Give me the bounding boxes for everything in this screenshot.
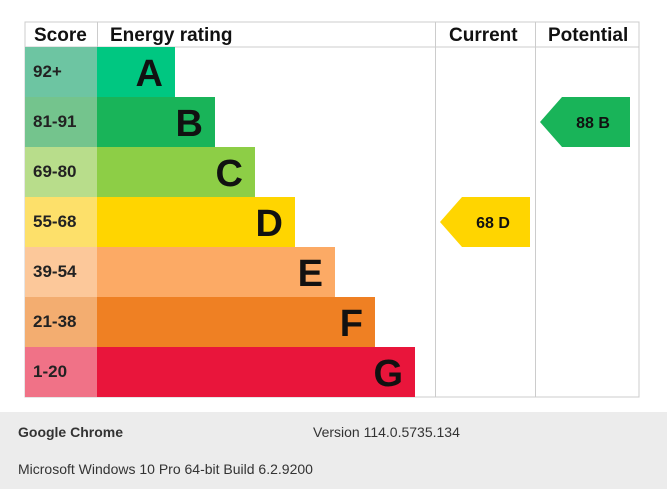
potential-rating-label: 88 B <box>576 115 610 132</box>
browser-info-footer: Google Chrome Version 114.0.5735.134 Mic… <box>0 412 667 489</box>
os-info: Microsoft Windows 10 Pro 64-bit Build 6.… <box>18 461 313 477</box>
band-letter-b: B <box>176 103 203 145</box>
score-cell-d <box>25 197 97 247</box>
band-bar-a <box>97 47 175 97</box>
band-letter-d: D <box>256 203 283 245</box>
score-range-d: 55-68 <box>33 212 76 231</box>
band-letter-f: F <box>340 303 363 345</box>
epc-chart: Score Energy rating Current Potential 92… <box>24 21 640 398</box>
band-rows: 92+ A 81-91 B 69-80 C 55-68 D 39-54 E 21-38 F 1-20 G <box>25 47 415 397</box>
header-row <box>24 21 640 48</box>
header-potential: Potential <box>548 25 628 46</box>
current-marker <box>440 197 530 247</box>
band-bar-c <box>97 147 255 197</box>
score-range-g: 1-20 <box>33 362 67 381</box>
potential-marker <box>540 97 630 147</box>
score-range-a: 92+ <box>33 62 62 81</box>
browser-version: Version 114.0.5735.134 <box>313 424 460 440</box>
header-score: Score <box>34 25 87 46</box>
band-bar-g <box>97 347 415 397</box>
browser-name: Google Chrome <box>18 424 124 440</box>
score-cell-a <box>25 47 97 97</box>
band-letter-c: C <box>216 153 243 195</box>
score-range-f: 21-38 <box>33 312 76 331</box>
band-letter-a: A <box>136 53 163 95</box>
score-cell-f <box>25 297 97 347</box>
current-rating-label: 68 D <box>476 215 510 232</box>
band-letter-e: E <box>298 253 323 295</box>
band-bar-e <box>97 247 335 297</box>
score-range-c: 69-80 <box>33 162 76 181</box>
band-bar-d <box>97 197 295 247</box>
band-bar-b <box>97 97 215 147</box>
score-cell-b <box>25 97 97 147</box>
score-cell-g <box>25 347 97 397</box>
score-range-e: 39-54 <box>33 262 77 281</box>
rating-markers: 68 D 88 B <box>440 97 630 247</box>
header-energy-rating: Energy rating <box>110 25 232 46</box>
score-cell-e <box>25 247 97 297</box>
score-cell-c <box>25 147 97 197</box>
header-current: Current <box>449 25 518 46</box>
band-letter-g: G <box>373 353 403 395</box>
score-range-b: 81-91 <box>33 112 76 131</box>
band-bar-f <box>97 297 375 347</box>
